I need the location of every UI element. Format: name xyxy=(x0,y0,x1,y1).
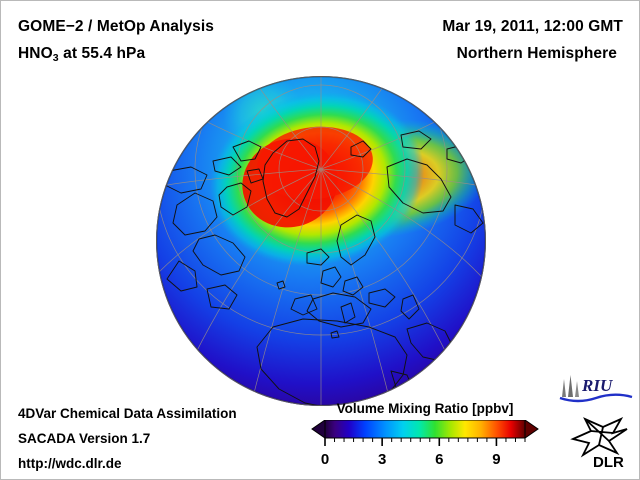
coastline-east-siberia xyxy=(454,204,484,234)
coastline-hudson-bay xyxy=(172,192,218,236)
globe-svg xyxy=(156,76,486,406)
coastline-newfoundland xyxy=(206,284,238,310)
coastline-baffin-island xyxy=(218,182,252,216)
coastline-black-sea xyxy=(368,288,396,308)
riu-towers-icon xyxy=(562,375,579,397)
header-left: GOME−2 / MetOp Analysis HNO3 at 55.4 hPa xyxy=(18,13,348,69)
riu-wordmark: RIU xyxy=(581,376,613,395)
coastline-svalbard xyxy=(350,140,372,158)
credit-url[interactable]: http://wdc.dlr.de xyxy=(18,456,122,471)
dlr-logo: DLR xyxy=(570,417,628,471)
species-subscript: 3 xyxy=(52,52,59,64)
dlr-wordmark: DLR xyxy=(593,454,624,471)
hemisphere-label: Northern Hemisphere xyxy=(456,45,617,62)
timestamp-label: Mar 19, 2011, 12:00 GMT xyxy=(442,18,623,35)
coastline-british-isles xyxy=(320,266,342,288)
dlr-emblem-icon xyxy=(570,417,628,458)
coastline-greenland xyxy=(262,138,320,218)
colorbar-gradient xyxy=(324,420,526,439)
coastline-mediterranean-north xyxy=(306,292,372,328)
coastline-labrador xyxy=(192,234,246,276)
species-level-label: HNO3 at 55.4 hPa xyxy=(18,40,348,69)
coastline-iberia xyxy=(290,294,318,316)
colorbar-tick-label: 0 xyxy=(321,451,329,468)
coastline-siberia-north xyxy=(386,158,452,214)
credit-version: SACADA Version 1.7 xyxy=(18,431,151,446)
coastline-scandinavia xyxy=(336,214,376,266)
globe-outline xyxy=(156,76,486,406)
header-right: Mar 19, 2011, 12:00 GMT Northern Hemisph… xyxy=(293,13,623,67)
species-suffix: at 55.4 hPa xyxy=(58,45,146,62)
riu-swoosh-icon xyxy=(559,393,633,403)
riu-logo: RIU xyxy=(559,375,633,403)
colorbar-tick-label: 9 xyxy=(492,451,500,468)
colorbar-extend-high xyxy=(524,420,539,439)
colorbar-shapes xyxy=(311,420,539,439)
colorbar-tick-label: 6 xyxy=(435,451,443,468)
page-title: GOME−2 / MetOp Analysis xyxy=(18,18,214,35)
coastline-eastern-canada xyxy=(166,260,198,292)
coastline-azores xyxy=(276,280,286,290)
plume-core-extension xyxy=(257,126,373,200)
species-prefix: HNO xyxy=(18,45,53,62)
coastline-victoria-island xyxy=(212,156,242,176)
coastline-baffin-north xyxy=(246,168,264,184)
coastline-canary xyxy=(330,330,340,339)
coastline-ellesmere xyxy=(232,140,262,162)
colorbar: Volume Mixing Ratio [ppbv] 0 3 6 9 xyxy=(311,401,539,472)
coastline-novaya-zemlya xyxy=(400,130,432,150)
coastline-caspian-sea xyxy=(400,294,420,320)
globe-map xyxy=(155,75,487,407)
colorbar-extend-low xyxy=(311,420,326,439)
colorbar-tick-labels: 0 3 6 9 xyxy=(321,451,501,468)
footer-credits: 4DVar Chemical Data Assimilation SACADA … xyxy=(18,401,237,476)
credit-method: 4DVar Chemical Data Assimilation xyxy=(18,406,237,421)
coastline-baltic xyxy=(342,276,364,296)
globe-contents xyxy=(156,76,486,406)
colorbar-ticks xyxy=(324,438,526,446)
coastline-italy xyxy=(340,302,356,324)
colorbar-tick-label: 3 xyxy=(378,451,386,468)
colorbar-title: Volume Mixing Ratio [ppbv] xyxy=(336,401,514,416)
colorbar-svg: 0 3 6 9 xyxy=(311,420,539,468)
coastline-iceland xyxy=(306,248,330,266)
